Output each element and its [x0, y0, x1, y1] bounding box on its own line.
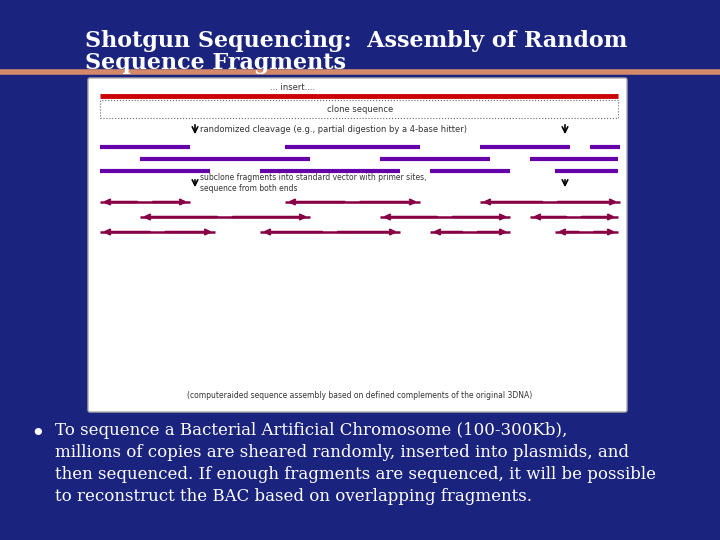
Text: To sequence a Bacterial Artificial Chromosome (100-300Kb),: To sequence a Bacterial Artificial Chrom… [55, 422, 567, 439]
Text: millions of copies are sheared randomly, inserted into plasmids, and: millions of copies are sheared randomly,… [55, 444, 629, 461]
Text: to reconstruct the BAC based on overlapping fragments.: to reconstruct the BAC based on overlapp… [55, 488, 532, 505]
Text: •: • [30, 422, 45, 446]
Text: clone sequence: clone sequence [327, 105, 393, 113]
Text: (computeraided sequence assembly based on defined complements of the original 3D: (computeraided sequence assembly based o… [187, 391, 533, 400]
Bar [100, 100, 618, 118]
Text: subclone fragments into standard vector with primer sites,
sequence from both en: subclone fragments into standard vector … [200, 173, 426, 193]
Text: randomized cleavage (e.g., partial digestion by a 4-base hitter): randomized cleavage (e.g., partial diges… [200, 125, 467, 133]
Text: Sequence Fragments: Sequence Fragments [85, 52, 346, 74]
Text: ... insert....: ... insert.... [270, 83, 315, 92]
Text: then sequenced. If enough fragments are sequenced, it will be possible: then sequenced. If enough fragments are … [55, 466, 656, 483]
FancyBboxPatch shape [88, 78, 627, 412]
Text: Shotgun Sequencing:  Assembly of Random: Shotgun Sequencing: Assembly of Random [85, 30, 627, 52]
